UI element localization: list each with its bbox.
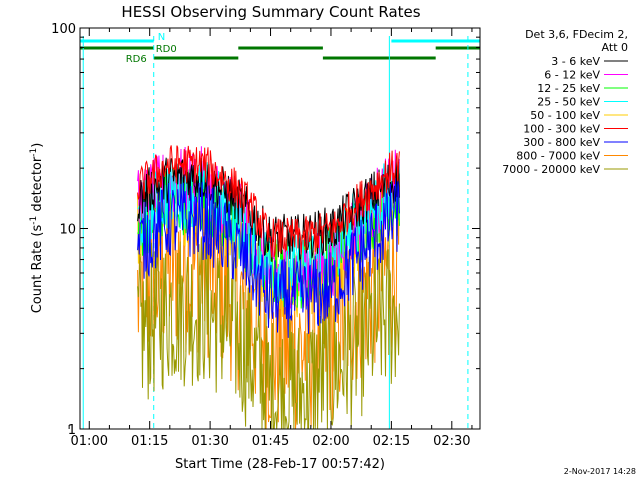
y-axis-ticks: 1 10 100 xyxy=(51,22,480,438)
series-line-300-800kev xyxy=(137,177,400,338)
flag-label-rd0: RD0 xyxy=(156,44,177,55)
y-axis-label: Count Rate (s-1 detector-1) xyxy=(29,143,45,314)
chart-title: HESSI Observing Summary Count Rates xyxy=(121,3,420,21)
legend-label-6: 300 - 800 keV xyxy=(523,136,600,149)
x-tick-label-2: 01:30 xyxy=(191,434,228,449)
legend-label-7: 800 - 7000 keV xyxy=(516,150,600,163)
flag-label-n: N xyxy=(158,32,165,43)
y-axis-label-mid: detector xyxy=(30,156,45,216)
flag-label-rd6: RD6 xyxy=(126,54,147,65)
legend-label-4: 50 - 100 keV xyxy=(530,109,600,122)
y-axis-label-sup1: -1 xyxy=(29,216,39,225)
y-tick-label-1: 10 xyxy=(59,223,76,238)
legend-label-1: 6 - 12 keV xyxy=(544,69,600,82)
legend-label-3: 25 - 50 keV xyxy=(537,96,600,109)
x-tick-label-4: 02:00 xyxy=(312,434,349,449)
series-lines xyxy=(137,145,400,430)
series-line-100-300kev xyxy=(137,145,400,258)
legend-header-line-1: Det 3,6, FDecim 2, xyxy=(525,28,628,41)
x-axis-label: Start Time (28-Feb-17 00:57:42) xyxy=(175,457,385,472)
y-tick-label-0: 1 xyxy=(68,423,76,438)
y-axis-label-end: ) xyxy=(30,143,45,148)
y-axis-label-main: Count Rate (s xyxy=(30,225,45,314)
y-tick-label-2: 100 xyxy=(51,22,76,37)
x-tick-label-1: 01:15 xyxy=(131,434,168,449)
legend-header-line-2: Att 0 xyxy=(602,41,628,54)
y-axis-label-sup2: -1 xyxy=(29,148,39,157)
legend-label-0: 3 - 6 keV xyxy=(551,55,600,68)
x-tick-label-3: 01:45 xyxy=(252,434,289,449)
x-tick-label-0: 01:00 xyxy=(71,434,108,449)
x-tick-label-6: 02:30 xyxy=(433,434,470,449)
legend-label-8: 7000 - 20000 keV xyxy=(502,163,600,176)
series-line-7000-20000kev xyxy=(137,237,400,430)
x-axis-ticks: 01:00 01:15 01:30 01:45 02:00 02:15 02:30 xyxy=(68,28,473,449)
x-tick-label-5: 02:15 xyxy=(373,434,410,449)
legend-label-5: 100 - 300 keV xyxy=(523,123,600,136)
footer-date: 2-Nov-2017 14:28 xyxy=(564,467,636,476)
legend-label-2: 12 - 25 keV xyxy=(537,82,600,95)
